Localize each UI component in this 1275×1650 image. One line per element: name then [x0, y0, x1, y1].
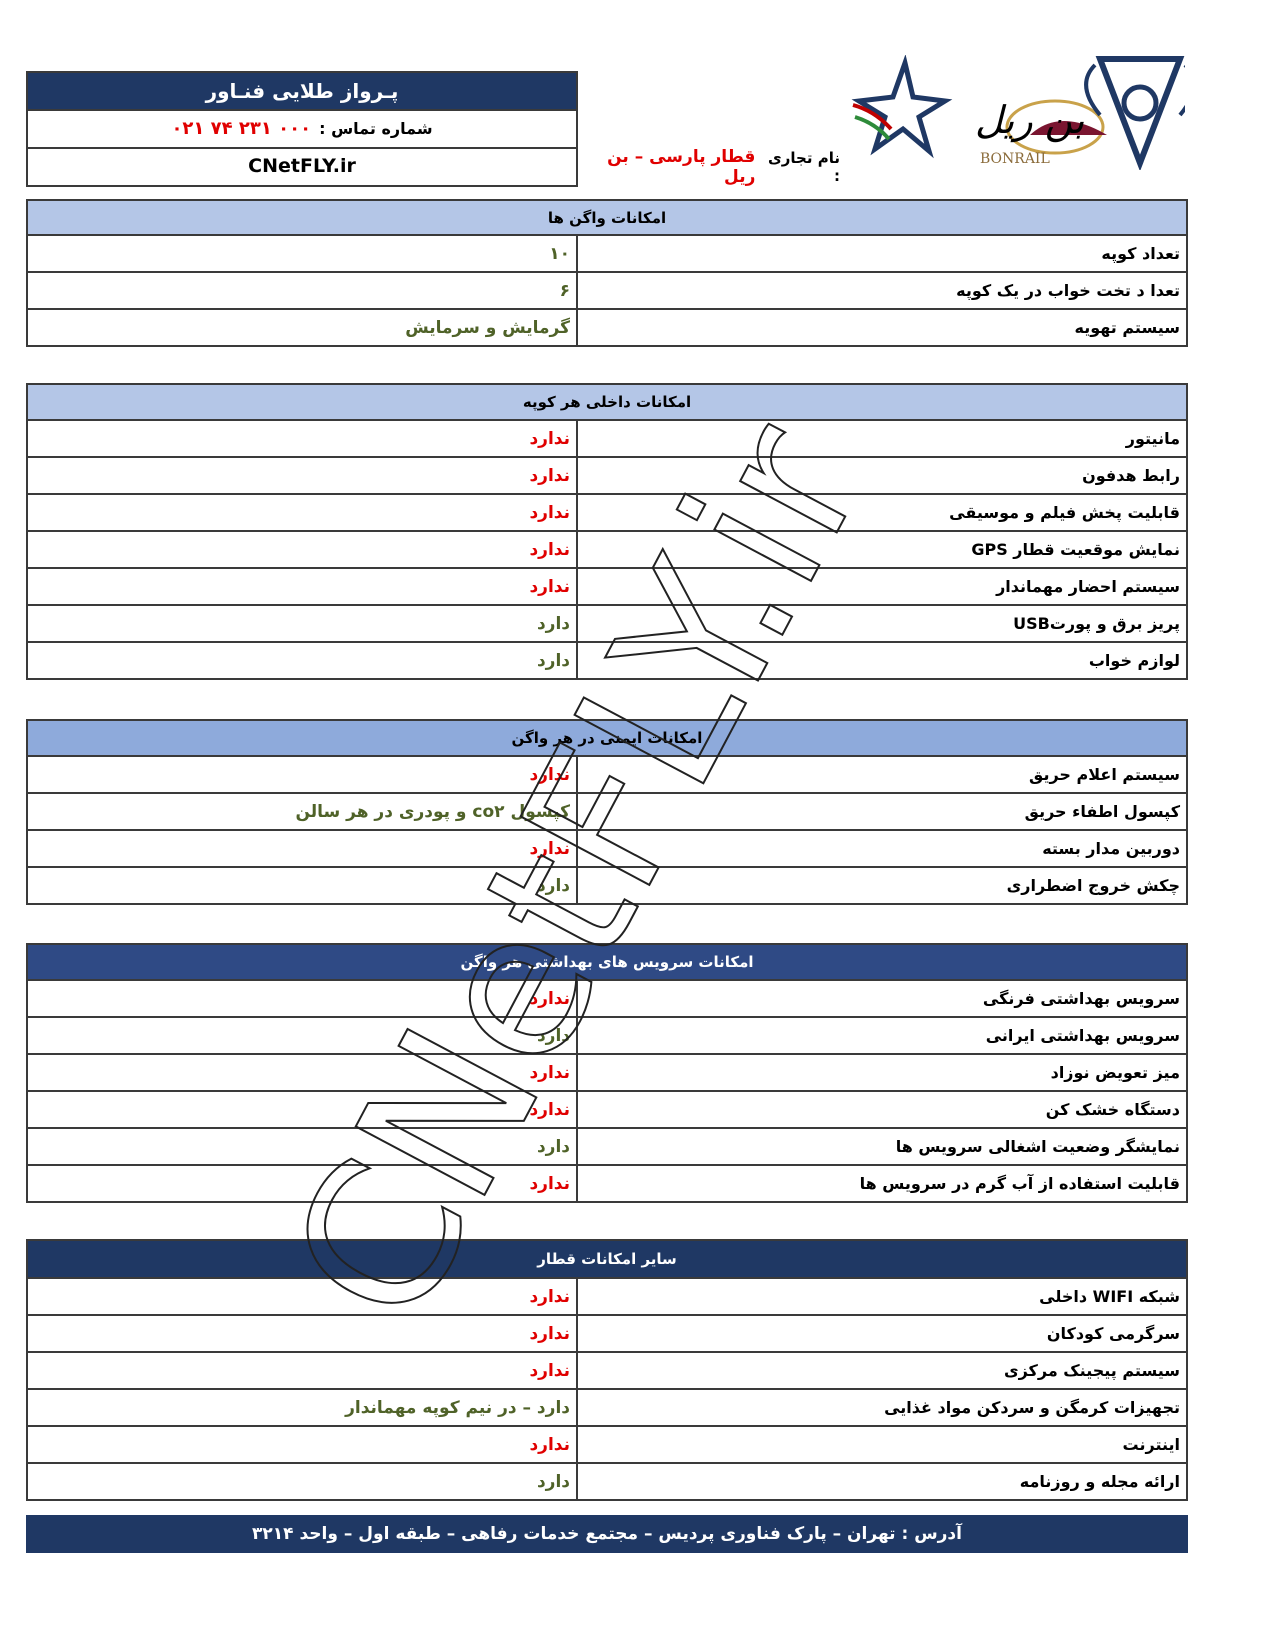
row-value: ندارد — [26, 1314, 578, 1353]
row-label: سیستم تهویه — [576, 308, 1188, 347]
row-value: ندارد — [26, 493, 578, 532]
row-value: دارد — [26, 1462, 578, 1501]
row-label: اینترنت — [576, 1425, 1188, 1464]
row-value: دارد – در نیم کوپه مهماندار — [26, 1388, 578, 1427]
section-header: سایر امکانات قطار — [26, 1239, 1188, 1279]
row-label: دوربین مدار بسته — [576, 829, 1188, 868]
brand-row: نام تجاری : قطار پارسی – بن ریل — [580, 147, 840, 187]
wing-logo-circle — [1121, 84, 1159, 122]
section-header: امکانات سرویس های بهداشتی هر واگن — [26, 943, 1188, 981]
row-label: دستگاه خشک کن — [576, 1090, 1188, 1129]
row-label: نمایشگر وضعیت اشغالی سرویس ها — [576, 1127, 1188, 1166]
row-label: چکش خروج اضطراری — [576, 866, 1188, 905]
logos: بن ریل BONRAIL — [851, 55, 1185, 170]
row-value: ندارد — [26, 1090, 578, 1129]
wing-logo — [1095, 56, 1185, 170]
row-label: سرویس بهداشتی فرنگی — [576, 979, 1188, 1018]
row-label: سیستم احضار مهماندار — [576, 567, 1188, 606]
row-label: لوازم خواب — [576, 641, 1188, 680]
row-value: ندارد — [26, 419, 578, 458]
row-label: سیستم اعلام حریق — [576, 755, 1188, 794]
bonrail-ring — [1005, 99, 1105, 155]
row-value: دارد — [26, 641, 578, 680]
section-header: امکانات واگن ها — [26, 199, 1188, 236]
phone-number: ۰۲۱ ۷۴ ۲۳۱ ۰۰۰ — [171, 117, 312, 139]
section-header: امکانات ایمنی در هر واگن — [26, 719, 1188, 757]
row-value: ندارد — [26, 456, 578, 495]
row-value: دارد — [26, 1016, 578, 1055]
brand-name: قطار پارسی – بن ریل — [607, 147, 756, 187]
wings — [1084, 63, 1185, 117]
company-title: پـرواز طلایی فنـاور — [26, 71, 578, 111]
bonrail-swoosh — [1030, 121, 1107, 135]
row-label: نمایش موقعیت قطار GPS — [576, 530, 1188, 569]
row-value: دارد — [26, 604, 578, 643]
logo-stripe — [852, 103, 893, 131]
row-value: ندارد — [26, 1053, 578, 1092]
row-label: تعدا د تخت خواب در یک کوپه — [576, 271, 1188, 310]
row-value: کپسول co۲ و پودری در هر سالن — [26, 792, 578, 831]
row-label: میز تعویض نوزاد — [576, 1053, 1188, 1092]
footer-address: آدرس : تهران – پارک فناوری پردیس – مجتمع… — [26, 1515, 1188, 1553]
row-label: تعداد کوپه — [576, 234, 1188, 273]
row-value: گرمایش و سرمایش — [26, 308, 578, 347]
row-label: رابط هدفون — [576, 456, 1188, 495]
row-value: ۶ — [26, 271, 578, 310]
row-value: ندارد — [26, 755, 578, 794]
website: CNetFLY.ir — [26, 147, 578, 187]
bonrail-logo-text: بن ریل — [975, 98, 1085, 143]
row-label: کپسول اطفاء حریق — [576, 792, 1188, 831]
row-label: پریز برق و پورتUSB — [576, 604, 1188, 643]
row-label: سرویس بهداشتی ایرانی — [576, 1016, 1188, 1055]
row-label: شبکه WIFI داخلی — [576, 1277, 1188, 1316]
row-label: مانیتور — [576, 419, 1188, 458]
phone-row: شماره تماس : ۰۲۱ ۷۴ ۲۳۱ ۰۰۰ — [26, 109, 578, 149]
row-label: ارائه مجله و روزنامه — [576, 1462, 1188, 1501]
row-value: ندارد — [26, 829, 578, 868]
row-value: ندارد — [26, 530, 578, 569]
row-value: ندارد — [26, 1277, 578, 1316]
row-label: قابلیت پخش فیلم و موسیقی — [576, 493, 1188, 532]
phone-label: شماره تماس : — [319, 118, 433, 138]
row-value: ندارد — [26, 567, 578, 606]
row-label: قابلیت استفاده از آب گرم در سرویس ها — [576, 1164, 1188, 1203]
row-value: ندارد — [26, 1425, 578, 1464]
logo-stripe — [854, 115, 891, 141]
row-value: دارد — [26, 1127, 578, 1166]
row-value: ندارد — [26, 1164, 578, 1203]
section-header: امکانات داخلی هر کوپه — [26, 383, 1188, 421]
star-logo — [851, 55, 953, 159]
row-value: ندارد — [26, 1351, 578, 1390]
row-label: سیستم پیجینک مرکزی — [576, 1351, 1188, 1390]
bonrail-latin: BONRAIL — [980, 151, 1050, 167]
row-value: دارد — [26, 866, 578, 905]
row-value: ندارد — [26, 979, 578, 1018]
row-label: سرگرمی کودکان — [576, 1314, 1188, 1353]
row-label: تجهیزات کرمگن و سردکن مواد غذایی — [576, 1388, 1188, 1427]
row-value: ۱۰ — [26, 234, 578, 273]
brand-label: نام تجاری : — [768, 149, 840, 185]
